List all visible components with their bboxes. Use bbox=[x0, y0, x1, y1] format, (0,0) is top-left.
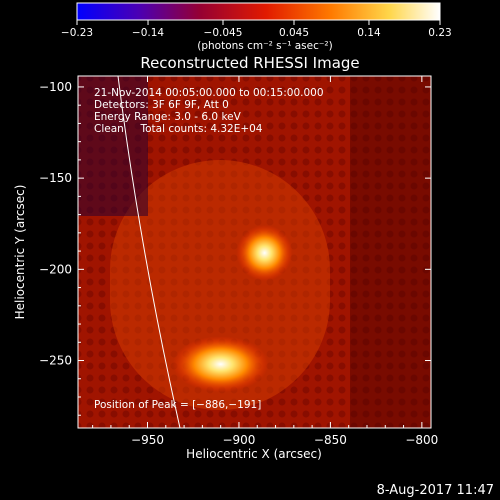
colorbar-tick-label: 0.14 bbox=[357, 27, 381, 39]
colorbar-gradient bbox=[76, 2, 441, 21]
annotation-date: 21-Nov-2014 00:05:00.000 to 00:15:00.000 bbox=[94, 87, 324, 99]
colorbar: −0.23 −0.14 −0.045 0.045 0.14 0.23 (photons c… bbox=[61, 2, 452, 52]
hxr-sources bbox=[172, 224, 293, 393]
annotation-peak-position: Position of Peak = [−886,−191] bbox=[94, 399, 261, 411]
annotation-clean: Clean Total counts: 4.32E+04 bbox=[94, 123, 263, 135]
y-tick-label: −250 bbox=[39, 354, 72, 368]
colorbar-tick-label: 0.045 bbox=[279, 27, 309, 39]
x-axis-label: Heliocentric X (arcsec) bbox=[186, 447, 322, 461]
dark-corner-top-left bbox=[78, 76, 148, 216]
hxr-source bbox=[236, 224, 293, 281]
x-axis: −950 −900 −850 −800 bbox=[92, 76, 438, 447]
x-tick-label: −900 bbox=[222, 433, 255, 447]
plot-frame bbox=[77, 75, 432, 429]
y-tick-label: −100 bbox=[39, 80, 72, 94]
plot-annotations: 21-Nov-2014 00:05:00.000 to 00:15:00.000… bbox=[94, 87, 324, 411]
y-axis-label: Heliocentric Y (arcsec) bbox=[13, 185, 27, 320]
image-area bbox=[78, 76, 431, 428]
colorbar-tick-label: −0.14 bbox=[132, 27, 164, 39]
annotation-detectors: Detectors: 3F 6F 9F, Att 0 bbox=[94, 99, 229, 111]
hxr-source bbox=[172, 336, 269, 393]
y-tick-label: −150 bbox=[39, 171, 72, 185]
x-tick-label: −800 bbox=[405, 433, 438, 447]
x-tick-label: −950 bbox=[131, 433, 164, 447]
colorbar-tick-label: −0.045 bbox=[204, 27, 243, 39]
footer-timestamp: 8-Aug-2017 11:47 bbox=[377, 483, 494, 498]
colorbar-tick-label: −0.23 bbox=[61, 27, 93, 39]
solar-limb bbox=[117, 76, 181, 428]
annotation-energy: Energy Range: 3.0 - 6.0 keV bbox=[94, 111, 242, 123]
y-tick-label: −200 bbox=[39, 262, 72, 276]
dark-edge-right bbox=[350, 76, 431, 428]
chart-title: Reconstructed RHESSI Image bbox=[140, 54, 359, 72]
colorbar-tick-label: 0.23 bbox=[428, 27, 451, 39]
glow-region bbox=[110, 160, 330, 410]
y-axis: −100 −150 −200 −250 bbox=[39, 80, 431, 416]
x-tick-label: −850 bbox=[314, 433, 347, 447]
colorbar-units-label: (photons cm⁻² s⁻¹ asec⁻²) bbox=[197, 40, 332, 52]
colorbar-ticks: −0.23 −0.14 −0.045 0.045 0.14 0.23 bbox=[61, 20, 452, 39]
